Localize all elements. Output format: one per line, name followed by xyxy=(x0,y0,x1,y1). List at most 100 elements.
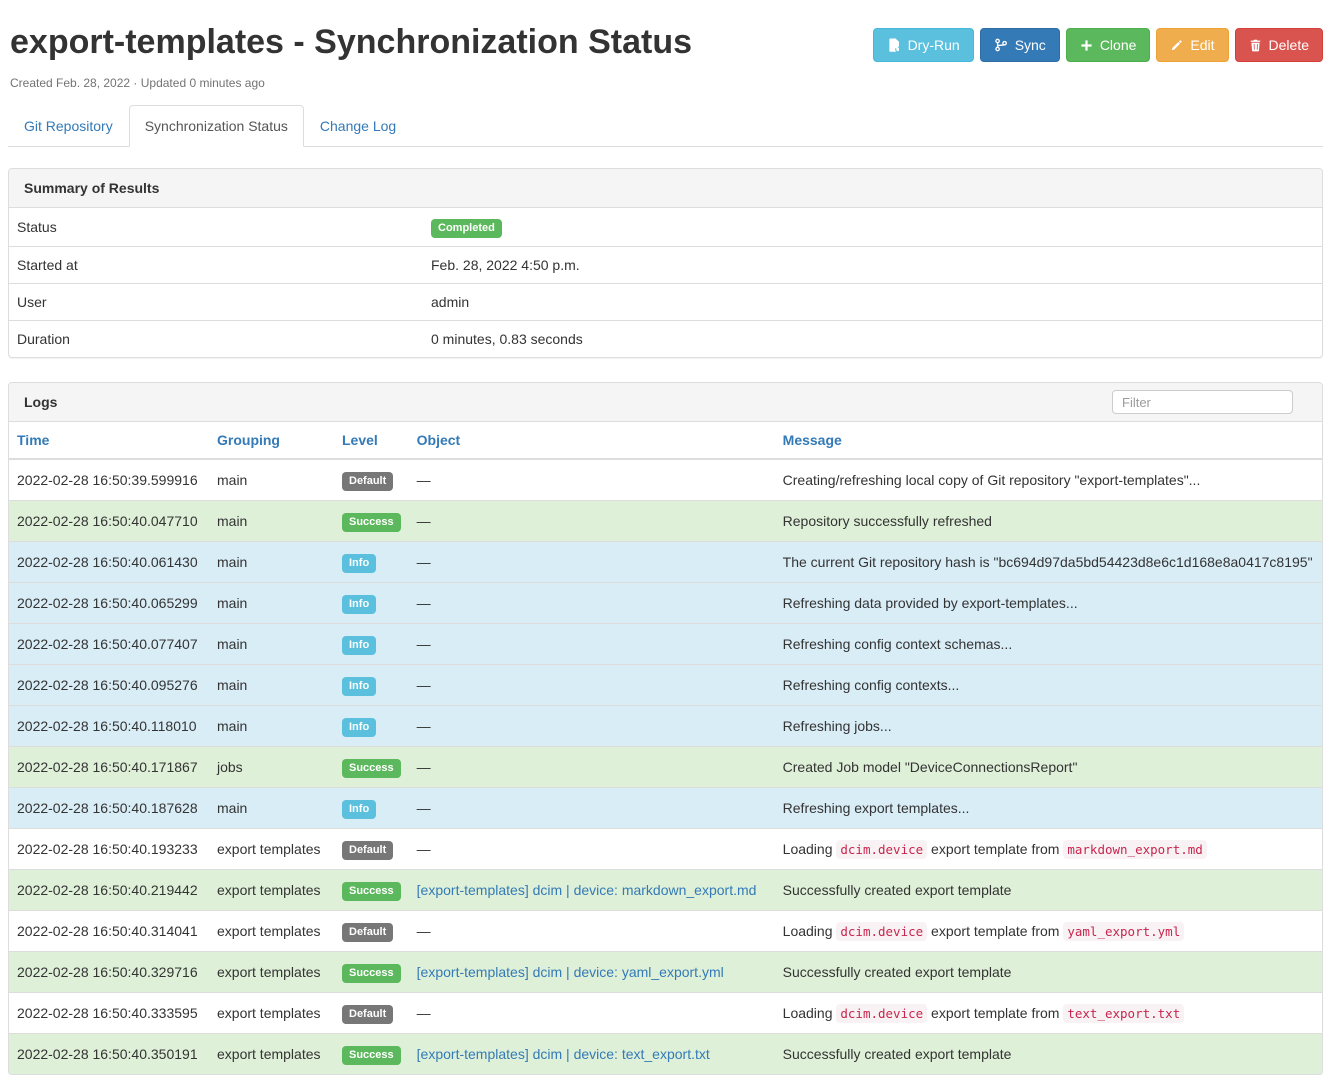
summary-value: admin xyxy=(423,284,1322,321)
sync-button[interactable]: Sync xyxy=(980,28,1060,62)
log-level-badge: Default xyxy=(342,472,393,491)
code-chip: dcim.device xyxy=(836,922,927,941)
log-level: Success xyxy=(334,1034,409,1075)
log-object-empty: — xyxy=(417,1005,431,1021)
log-grouping: export templates xyxy=(209,870,334,911)
logs-column-header-message[interactable]: Message xyxy=(775,422,1322,459)
log-object-empty: — xyxy=(417,595,431,611)
summary-value: 0 minutes, 0.83 seconds xyxy=(423,321,1322,358)
log-object-empty: — xyxy=(417,923,431,939)
log-object: — xyxy=(409,583,775,624)
log-message: Refreshing config contexts... xyxy=(775,665,1322,706)
log-grouping: main xyxy=(209,706,334,747)
tab-change-log[interactable]: Change Log xyxy=(304,105,412,147)
dry-run-button[interactable]: Dry-Run xyxy=(873,28,974,62)
log-time: 2022-02-28 16:50:40.077407 xyxy=(9,624,209,665)
tab-git-repository[interactable]: Git Repository xyxy=(8,105,129,147)
log-level-badge: Default xyxy=(342,923,393,942)
log-object-link[interactable]: [export-templates] dcim | device: text_e… xyxy=(417,1046,710,1062)
log-time: 2022-02-28 16:50:40.061430 xyxy=(9,542,209,583)
log-row: 2022-02-28 16:50:40.065299mainInfo—Refre… xyxy=(9,583,1322,624)
log-object: — xyxy=(409,747,775,788)
log-object-empty: — xyxy=(417,759,431,775)
logs-column-header-object[interactable]: Object xyxy=(409,422,775,459)
tab-bar: Git RepositorySynchronization StatusChan… xyxy=(8,105,1323,147)
log-level: Info xyxy=(334,706,409,747)
log-level-badge: Success xyxy=(342,964,401,983)
log-level: Success xyxy=(334,952,409,993)
summary-row: Useradmin xyxy=(9,284,1322,321)
clone-button[interactable]: Clone xyxy=(1066,28,1151,62)
log-message: The current Git repository hash is "bc69… xyxy=(775,542,1322,583)
summary-table: StatusCompletedStarted atFeb. 28, 2022 4… xyxy=(9,208,1322,357)
log-grouping: export templates xyxy=(209,829,334,870)
source-branch-icon xyxy=(994,38,1008,52)
log-level-badge: Default xyxy=(342,1005,393,1024)
log-grouping: export templates xyxy=(209,952,334,993)
log-level: Default xyxy=(334,829,409,870)
trash-icon xyxy=(1249,39,1262,52)
log-grouping: main xyxy=(209,501,334,542)
code-chip: yaml_export.yml xyxy=(1063,922,1184,941)
log-row: 2022-02-28 16:50:40.333595export templat… xyxy=(9,993,1322,1034)
log-object: — xyxy=(409,542,775,583)
log-object: — xyxy=(409,706,775,747)
log-row: 2022-02-28 16:50:40.193233export templat… xyxy=(9,829,1322,870)
log-level: Success xyxy=(334,501,409,542)
log-grouping: main xyxy=(209,542,334,583)
log-level-badge: Success xyxy=(342,513,401,532)
log-time: 2022-02-28 16:50:40.350191 xyxy=(9,1034,209,1075)
logs-filter-input[interactable] xyxy=(1112,390,1293,414)
created-updated-meta: Created Feb. 28, 2022 · Updated 0 minute… xyxy=(10,76,1323,90)
log-object: — xyxy=(409,911,775,952)
tab-synchronization-status[interactable]: Synchronization Status xyxy=(129,105,304,147)
logs-column-header-level[interactable]: Level xyxy=(334,422,409,459)
log-row: 2022-02-28 16:50:40.350191export templat… xyxy=(9,1034,1322,1075)
log-message: Successfully created export template xyxy=(775,952,1322,993)
log-object-empty: — xyxy=(417,513,431,529)
log-object-link[interactable]: [export-templates] dcim | device: markdo… xyxy=(417,882,757,898)
code-chip: text_export.txt xyxy=(1063,1004,1184,1023)
log-message: Loading dcim.device export template from… xyxy=(775,911,1322,952)
log-level-badge: Success xyxy=(342,759,401,778)
pencil-icon xyxy=(1170,39,1183,52)
delete-button[interactable]: Delete xyxy=(1235,28,1323,62)
edit-button[interactable]: Edit xyxy=(1156,28,1228,62)
log-grouping: jobs xyxy=(209,747,334,788)
log-object: — xyxy=(409,788,775,829)
log-grouping: main xyxy=(209,583,334,624)
log-level: Default xyxy=(334,911,409,952)
code-chip: dcim.device xyxy=(836,1004,927,1023)
log-time: 2022-02-28 16:50:40.329716 xyxy=(9,952,209,993)
code-chip: markdown_export.md xyxy=(1063,840,1206,859)
log-message: Refreshing data provided by export-templ… xyxy=(775,583,1322,624)
log-object-empty: — xyxy=(417,800,431,816)
logs-column-header-grouping[interactable]: Grouping xyxy=(209,422,334,459)
log-time: 2022-02-28 16:50:40.065299 xyxy=(9,583,209,624)
log-row: 2022-02-28 16:50:40.219442export templat… xyxy=(9,870,1322,911)
log-level: Info xyxy=(334,665,409,706)
summary-label: Started at xyxy=(9,247,423,284)
logs-panel-title: Logs xyxy=(24,392,57,412)
button-label: Delete xyxy=(1269,36,1309,54)
log-object: — xyxy=(409,993,775,1034)
log-message: Refreshing config context schemas... xyxy=(775,624,1322,665)
log-object: [export-templates] dcim | device: text_e… xyxy=(409,1034,775,1075)
logs-panel-header: Logs xyxy=(9,383,1322,422)
log-message: Refreshing export templates... xyxy=(775,788,1322,829)
log-time: 2022-02-28 16:50:40.333595 xyxy=(9,993,209,1034)
log-object-empty: — xyxy=(417,718,431,734)
logs-panel: Logs TimeGroupingLevelObjectMessage 2022… xyxy=(8,382,1323,1075)
button-label: Dry-Run xyxy=(908,36,960,54)
log-object-empty: — xyxy=(417,677,431,693)
log-message: Successfully created export template xyxy=(775,1034,1322,1075)
logs-column-header-time[interactable]: Time xyxy=(9,422,209,459)
log-level-badge: Info xyxy=(342,554,376,573)
log-level: Success xyxy=(334,870,409,911)
log-object-link[interactable]: [export-templates] dcim | device: yaml_e… xyxy=(417,964,724,980)
log-row: 2022-02-28 16:50:40.077407mainInfo—Refre… xyxy=(9,624,1322,665)
summary-row: Started atFeb. 28, 2022 4:50 p.m. xyxy=(9,247,1322,284)
plus-icon xyxy=(1080,39,1093,52)
log-object: [export-templates] dcim | device: yaml_e… xyxy=(409,952,775,993)
log-level: Default xyxy=(334,993,409,1034)
